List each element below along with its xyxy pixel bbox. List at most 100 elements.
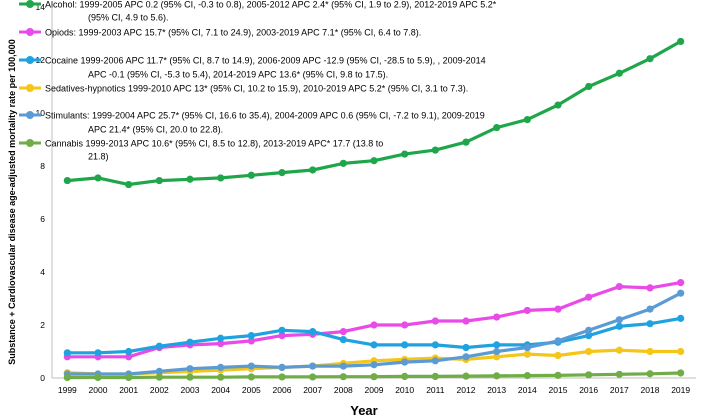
data-point-opiods xyxy=(217,339,225,348)
data-point-cannabis xyxy=(431,372,439,381)
data-point-sedatives-hypnotics xyxy=(646,347,654,356)
x-tick-label: 2012 xyxy=(457,385,476,395)
data-point-sedatives-hypnotics xyxy=(677,347,685,356)
legend-marker-cocaine xyxy=(26,56,34,64)
data-point-cocaine xyxy=(63,349,71,357)
data-point-sedatives-hypnotics xyxy=(493,353,501,361)
x-tick-label: 2019 xyxy=(671,385,690,395)
legend-label-alcohol: (95% CI, 4.9 to 5.6). xyxy=(88,13,169,23)
data-point-alcohol xyxy=(339,159,347,167)
x-tick-label: 1999 xyxy=(58,385,77,395)
y-tick-label: 8 xyxy=(40,161,45,171)
data-point-alcohol xyxy=(493,123,501,132)
data-point-stimulants xyxy=(554,337,562,345)
data-point-stimulants xyxy=(278,363,286,371)
data-point-alcohol xyxy=(615,69,623,77)
data-point-alcohol xyxy=(585,82,593,91)
legend-label-stimulants: APC 21.4* (95% CI, 20.0 to 22.8). xyxy=(88,125,223,135)
data-point-cannabis xyxy=(339,373,347,381)
x-tick-label: 2011 xyxy=(426,385,445,395)
data-point-alcohol xyxy=(370,157,378,165)
x-tick-label: 2005 xyxy=(242,385,261,395)
x-tick-label: 2018 xyxy=(641,385,660,395)
data-point-cocaine xyxy=(646,320,654,328)
data-point-cannabis xyxy=(523,372,531,380)
y-tick-label: 4 xyxy=(40,267,45,277)
x-tick-label: 2010 xyxy=(395,385,414,395)
data-point-opiods xyxy=(493,313,501,321)
data-point-stimulants xyxy=(462,353,470,361)
data-point-opiods xyxy=(278,332,286,340)
data-point-cannabis xyxy=(94,373,102,382)
x-tick-label: 2017 xyxy=(610,385,629,395)
data-point-cannabis xyxy=(155,373,163,381)
data-point-opiods xyxy=(523,306,531,315)
data-point-cocaine xyxy=(677,314,685,322)
y-tick-label: 10 xyxy=(36,108,46,118)
data-point-alcohol xyxy=(247,171,255,179)
data-point-cocaine xyxy=(186,338,194,346)
data-point-alcohol xyxy=(63,176,71,185)
data-point-cocaine xyxy=(462,343,470,352)
data-point-cocaine xyxy=(615,322,623,330)
data-point-cocaine xyxy=(493,341,501,349)
data-point-alcohol xyxy=(646,55,654,63)
legend-label-sedatives-hypnotics: Sedatives-hypnotics 1999-2010 APC 13* (9… xyxy=(45,84,468,94)
x-tick-label: 2006 xyxy=(273,385,292,395)
x-tick-label: 2014 xyxy=(518,385,537,395)
data-point-cannabis xyxy=(217,373,225,381)
data-point-opiods xyxy=(677,279,685,287)
data-point-opiods xyxy=(646,284,654,292)
x-tick-label: 2013 xyxy=(487,385,506,395)
data-point-cocaine xyxy=(309,328,317,336)
data-point-alcohol xyxy=(462,138,470,146)
data-point-alcohol xyxy=(217,174,225,182)
legend-label-cannabis: Cannabis 1999-2013 APC 10.6* (95% CI, 8.… xyxy=(45,139,383,149)
data-point-opiods xyxy=(431,317,439,325)
legend-label-alcohol: Alcohol: 1999-2005 APC 0.2 (95% CI, -0.3… xyxy=(45,0,497,10)
y-tick-label: 14 xyxy=(36,2,46,12)
data-point-cannabis xyxy=(125,373,133,382)
data-point-stimulants xyxy=(186,365,194,373)
data-point-opiods xyxy=(370,321,378,329)
data-point-stimulants xyxy=(155,367,163,375)
data-point-stimulants xyxy=(217,363,225,371)
data-point-alcohol xyxy=(677,37,685,46)
data-point-opiods xyxy=(401,321,409,329)
data-point-sedatives-hypnotics xyxy=(523,350,531,358)
y-tick-label: 2 xyxy=(40,320,45,330)
series-points xyxy=(63,37,685,382)
y-tick-label: 6 xyxy=(40,214,45,224)
data-point-cocaine xyxy=(431,341,439,349)
x-tick-label: 2002 xyxy=(150,385,169,395)
legend-label-cannabis: 21.8) xyxy=(88,152,109,162)
data-point-stimulants xyxy=(370,361,378,369)
data-point-cannabis xyxy=(401,372,409,381)
data-point-cannabis xyxy=(585,371,593,379)
data-point-cocaine xyxy=(278,326,286,334)
data-point-opiods xyxy=(585,293,593,301)
legend-label-cocaine: Cocaine 1999-2006 APC 11.7* (95% CI, 8.7… xyxy=(45,56,486,66)
chart-legend: Alcohol: 1999-2005 APC 0.2 (95% CI, -0.3… xyxy=(19,0,497,162)
data-point-stimulants xyxy=(247,362,255,370)
data-point-stimulants xyxy=(309,362,317,370)
data-point-cocaine xyxy=(585,332,593,340)
data-point-stimulants xyxy=(493,347,501,356)
data-point-cocaine xyxy=(247,332,255,340)
data-point-opiods xyxy=(339,328,347,336)
y-axis-title: Substance + Cardiovascular disease age-a… xyxy=(7,39,17,364)
legend-marker-alcohol xyxy=(26,0,34,8)
x-tick-label: 2015 xyxy=(549,385,568,395)
legend-label-stimulants: Stimulants: 1999-2004 APC 25.7* (95% CI,… xyxy=(45,111,485,121)
x-tick-label: 2003 xyxy=(181,385,200,395)
data-point-alcohol xyxy=(94,174,102,182)
x-tick-label: 2004 xyxy=(211,385,230,395)
y-tick-label: 0 xyxy=(40,373,45,383)
x-tick-label: 2000 xyxy=(89,385,108,395)
data-point-cannabis xyxy=(615,370,623,378)
data-point-cannabis xyxy=(247,373,255,381)
legend-label-cocaine: APC -0.1 (95% CI, -5.3 to 5.4), 2014-201… xyxy=(88,70,388,80)
x-tick-label: 2007 xyxy=(303,385,322,395)
data-point-cocaine xyxy=(217,334,225,342)
